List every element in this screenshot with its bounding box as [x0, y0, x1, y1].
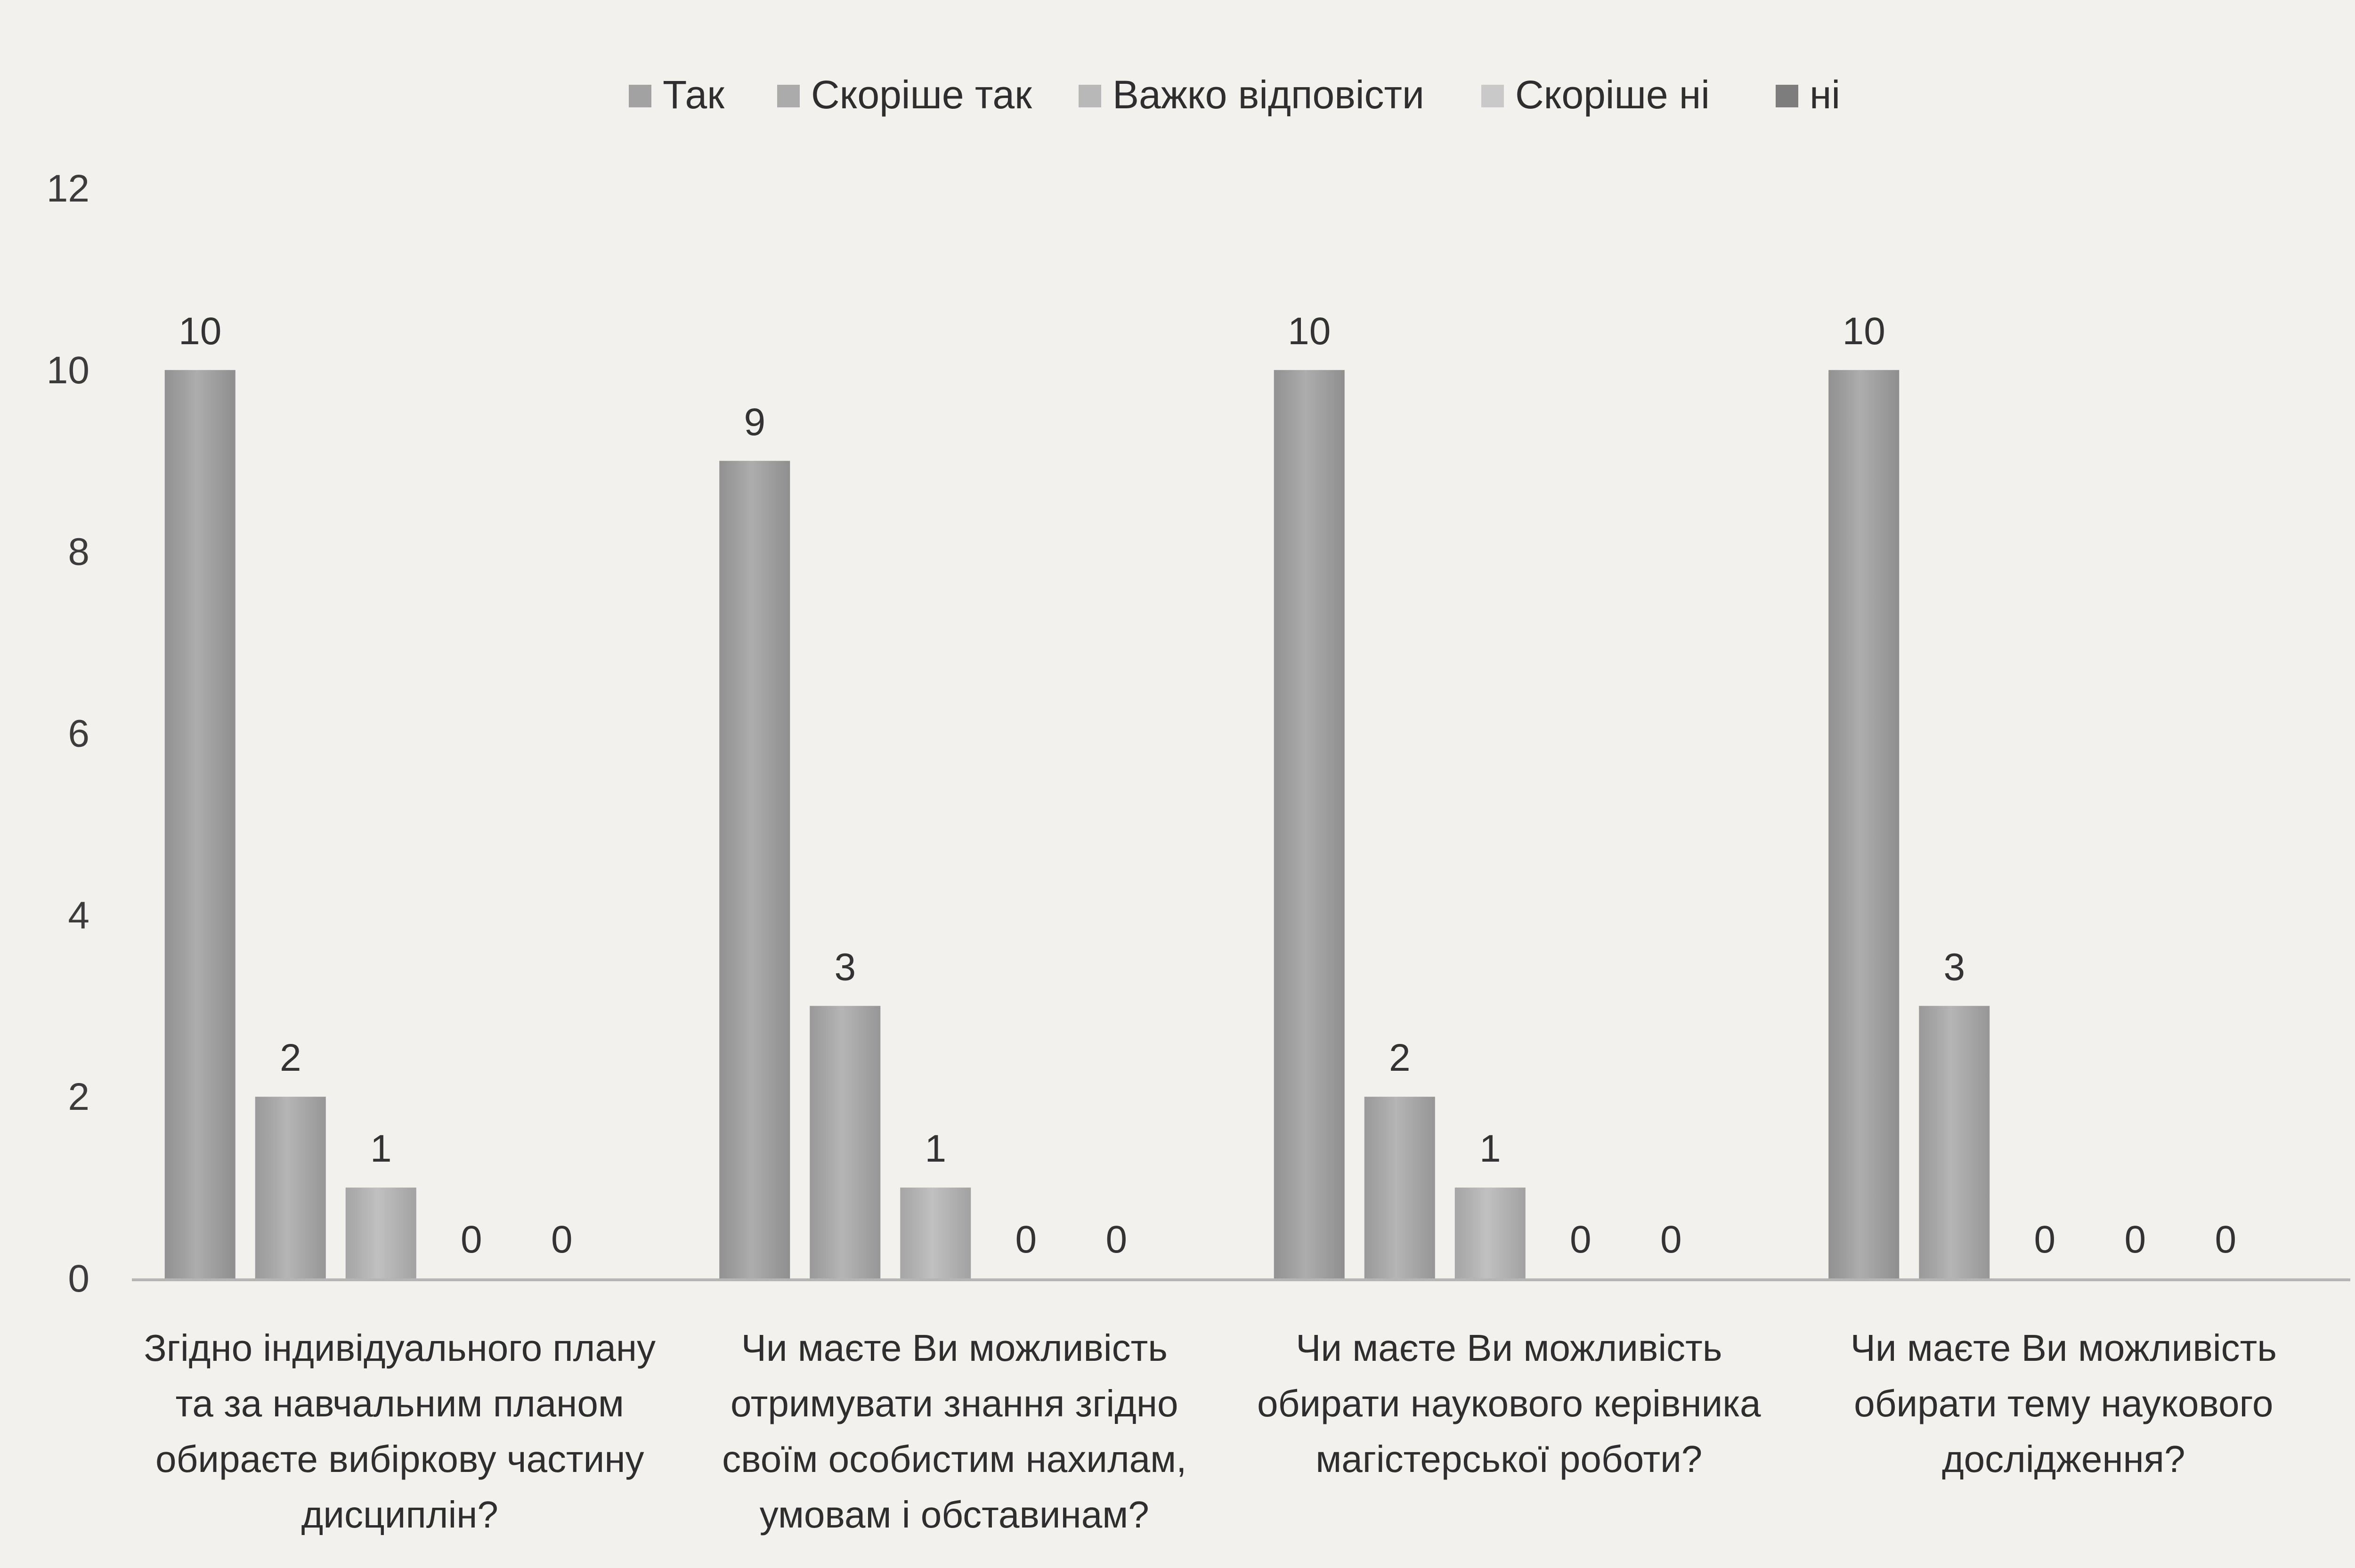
data-label: 10 — [1843, 310, 1885, 353]
data-label: 0 — [461, 1218, 482, 1261]
bar-shade — [810, 1006, 881, 1278]
legend-label: Так — [663, 73, 725, 117]
legend-label: ні — [1810, 73, 1840, 117]
y-axis: 0 2 4 6 8 10 12 — [47, 167, 89, 1300]
data-label: 1 — [925, 1127, 946, 1170]
category-label-line: Чи маєте Ви можливість — [1296, 1327, 1722, 1369]
category-label-line: Згідно індивідуального плану — [144, 1327, 656, 1369]
data-label: 0 — [1660, 1218, 1682, 1261]
category-label-line: обирати тему наукового — [1854, 1382, 2273, 1424]
data-label: 1 — [1479, 1127, 1501, 1170]
data-label: 0 — [1015, 1218, 1037, 1261]
legend-label: Важко відповісти — [1113, 73, 1424, 117]
y-tick-label: 0 — [68, 1257, 89, 1300]
data-label: 3 — [834, 946, 856, 988]
legend-swatch — [1079, 85, 1101, 107]
category-label-line: своїм особистим нахилам, — [722, 1438, 1186, 1480]
data-label: 10 — [179, 310, 221, 353]
data-label: 1 — [370, 1127, 392, 1170]
category-label: Чи маєте Ви можливість обирати тему науко… — [1851, 1327, 2277, 1480]
bars — [164, 370, 1990, 1279]
y-tick-label: 8 — [68, 531, 89, 574]
data-label: 0 — [2215, 1218, 2236, 1261]
bar-shade — [164, 370, 236, 1279]
data-label: 0 — [2034, 1218, 2055, 1261]
legend-swatch — [1481, 85, 1504, 107]
bar-shade — [1828, 370, 1900, 1279]
data-label: 0 — [2124, 1218, 2146, 1261]
bar-shade — [1274, 370, 1345, 1279]
category-label-line: Чи маєте Ви можливість — [741, 1327, 1168, 1369]
data-label: 3 — [1943, 946, 1965, 988]
category-label-line: умовам і обставинам? — [760, 1494, 1149, 1536]
bar-shade — [1454, 1188, 1526, 1278]
data-label: 10 — [1288, 310, 1331, 353]
bar-shade — [1364, 1097, 1435, 1278]
category-label-line: Чи маєте Ви можливість — [1851, 1327, 2277, 1369]
category-labels: Згідно індивідуального плану та за навчал… — [144, 1327, 2276, 1536]
category-label-line: дослідження? — [1942, 1438, 2185, 1480]
category-label-line: та за навчальним планом — [176, 1382, 624, 1424]
category-label-line: обираєте вибіркову частину — [155, 1438, 644, 1480]
bar-shade — [1919, 1006, 1990, 1278]
data-label: 9 — [744, 401, 765, 444]
y-tick-label: 10 — [47, 349, 89, 392]
bar-shade — [900, 1188, 971, 1278]
bar-shade — [719, 461, 790, 1278]
legend-swatch — [777, 85, 800, 107]
legend-swatch — [629, 85, 651, 107]
data-label: 0 — [1570, 1218, 1592, 1261]
category-label: Чи маєте Ви можливість обирати наукового … — [1257, 1327, 1761, 1480]
data-label: 2 — [1389, 1036, 1411, 1079]
data-label: 2 — [280, 1036, 301, 1079]
data-label: 0 — [1105, 1218, 1127, 1261]
legend-label: Скоріше так — [811, 73, 1032, 117]
category-label-line: магістерської роботи? — [1316, 1438, 1702, 1480]
bar-shade — [345, 1188, 416, 1278]
category-label: Згідно індивідуального плану та за навчал… — [144, 1327, 656, 1536]
y-tick-label: 6 — [68, 712, 89, 755]
legend-label: Скоріше ні — [1515, 73, 1710, 117]
category-label: Чи маєте Ви можливість отримувати знання … — [722, 1327, 1186, 1536]
category-label-line: отримувати знання згідно — [731, 1382, 1178, 1424]
legend-swatch — [1776, 85, 1798, 107]
y-tick-label: 2 — [68, 1075, 89, 1118]
category-label-line: дисциплін? — [301, 1494, 498, 1536]
bar-shade — [255, 1097, 326, 1278]
data-label: 0 — [551, 1218, 573, 1261]
legend: Так Скоріше так Важко відповісти Скоріше ні… — [629, 73, 1840, 117]
y-tick-label: 12 — [47, 167, 89, 210]
y-tick-label: 4 — [68, 894, 89, 937]
category-label-line: обирати наукового керівника — [1257, 1382, 1761, 1424]
